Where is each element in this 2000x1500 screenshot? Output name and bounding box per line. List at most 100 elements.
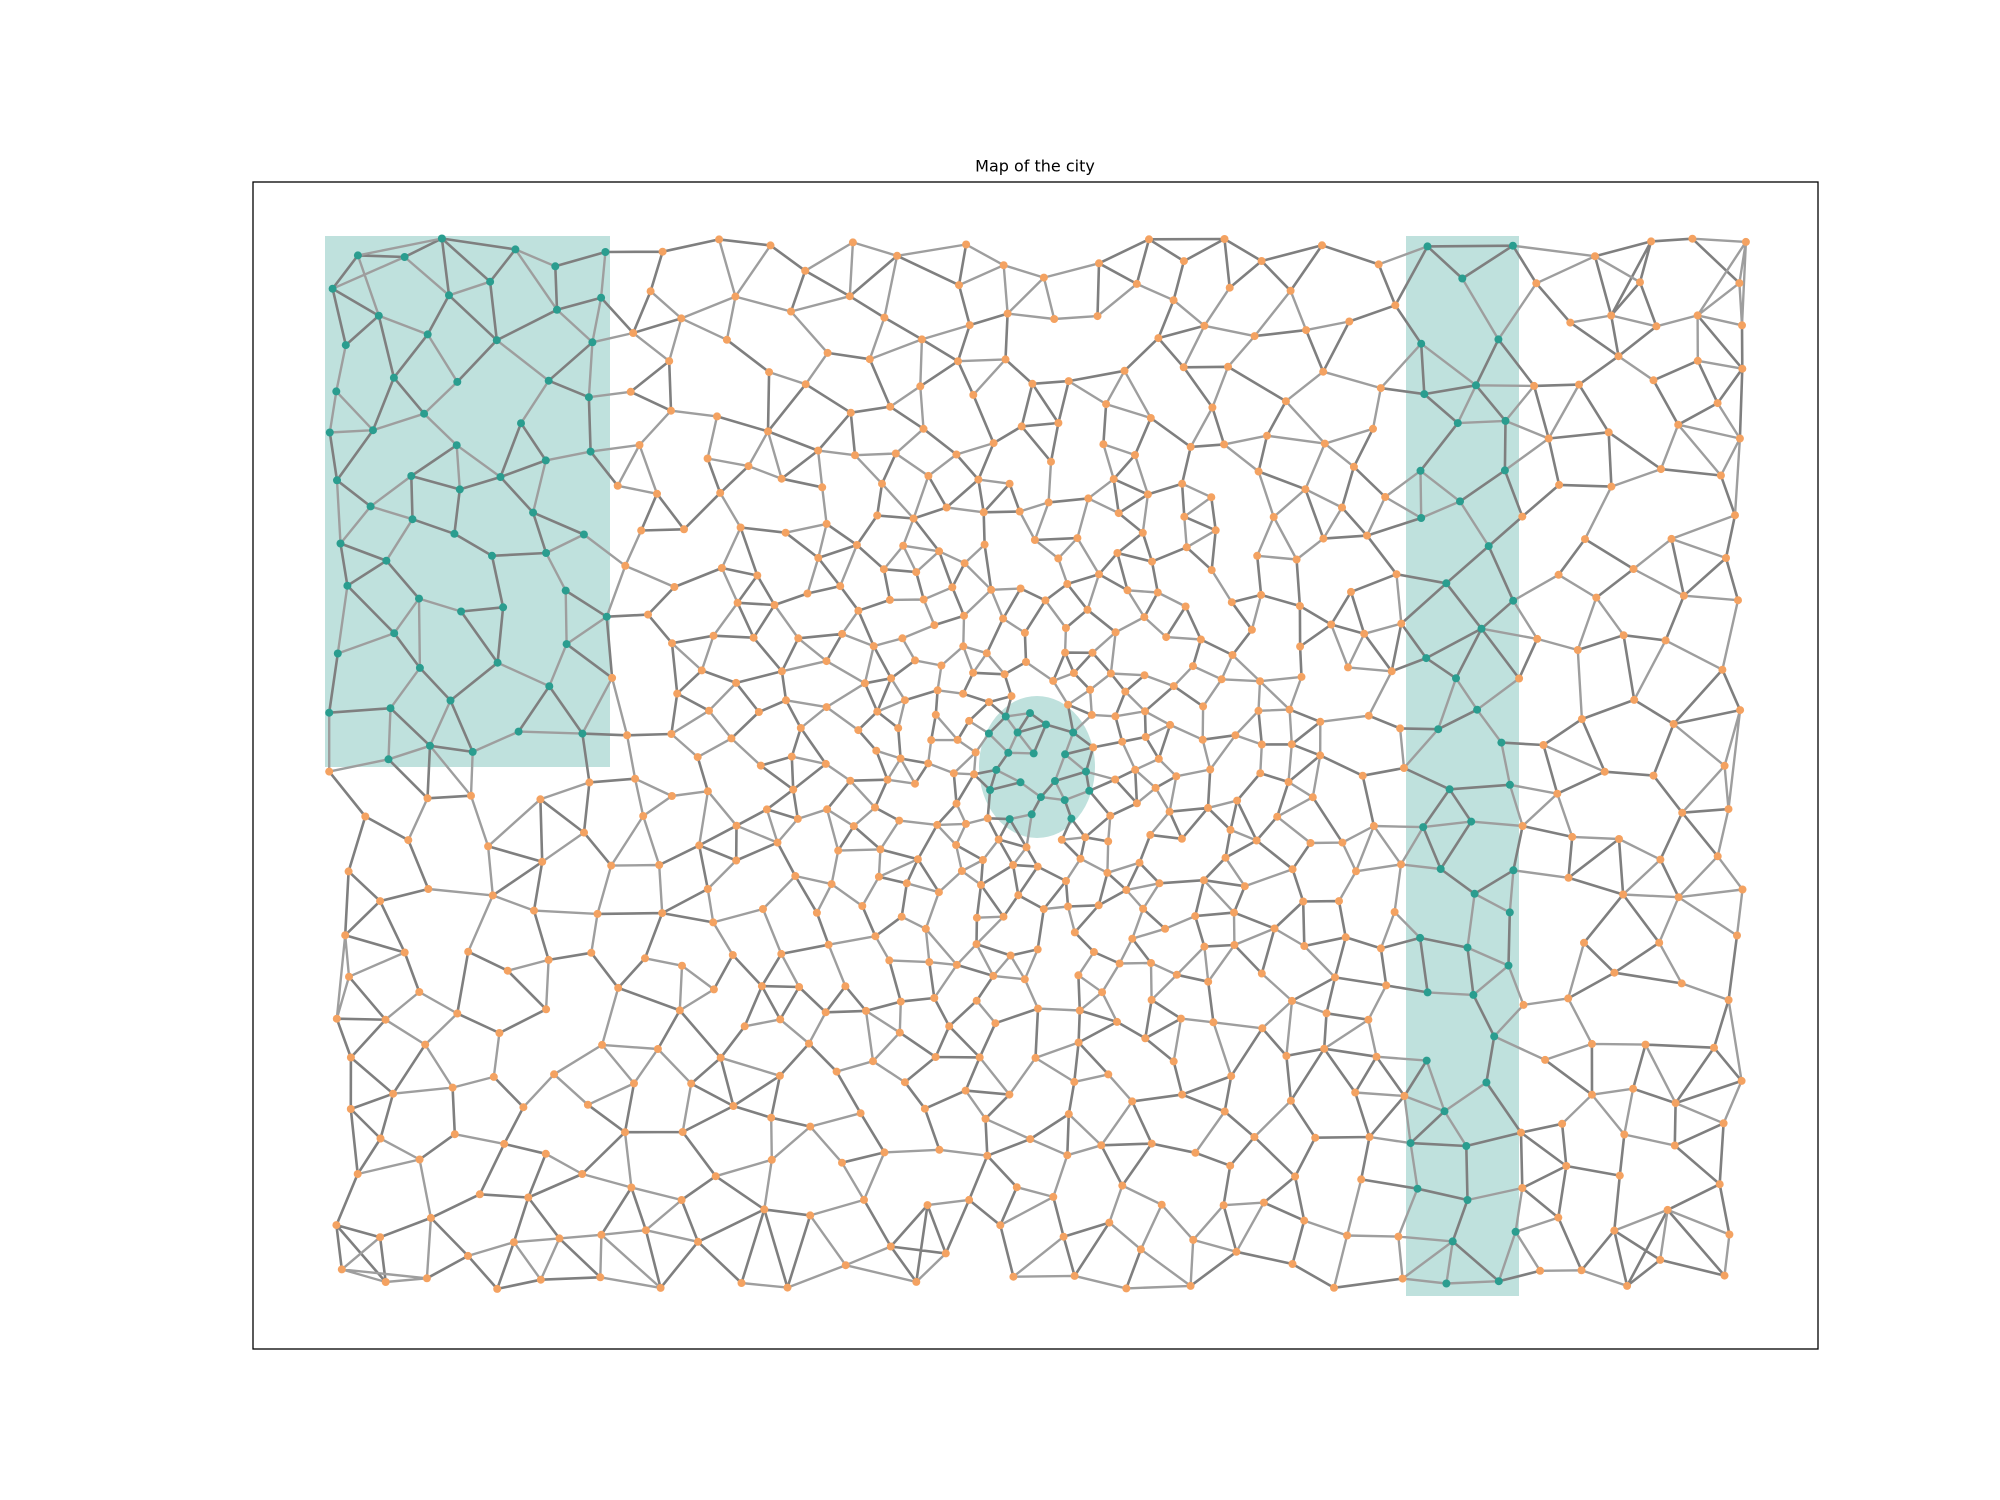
intersection (1153, 588, 1162, 597)
intersection (596, 1273, 605, 1282)
intersection (1341, 933, 1350, 942)
intersection (670, 583, 679, 591)
intersection (983, 1151, 992, 1160)
intersection (783, 1283, 792, 1292)
intersection (767, 1155, 776, 1164)
intersection (500, 1139, 509, 1148)
intersection (1128, 934, 1137, 943)
intersection (896, 997, 905, 1006)
intersection (1581, 535, 1589, 544)
intersection (886, 402, 895, 411)
intersection (1656, 855, 1665, 864)
intersection (1027, 810, 1036, 819)
intersection (426, 741, 434, 750)
intersection (838, 1158, 846, 1167)
intersection (1291, 1172, 1300, 1181)
intersection (1500, 466, 1509, 475)
intersection (1089, 948, 1098, 956)
intersection (1442, 1279, 1451, 1288)
intersection (1049, 1192, 1058, 1201)
intersection (1319, 534, 1328, 543)
intersection (376, 1233, 385, 1242)
intersection (834, 846, 843, 855)
intersection (369, 426, 377, 435)
intersection (814, 446, 823, 455)
intersection (754, 708, 763, 716)
intersection (1189, 662, 1197, 671)
intersection (1095, 259, 1103, 268)
intersection (1482, 1078, 1491, 1087)
intersection (1394, 1232, 1403, 1241)
intersection (1220, 440, 1229, 449)
intersection (1555, 480, 1564, 489)
intersection (1022, 658, 1030, 666)
intersection (703, 454, 712, 463)
intersection (756, 761, 765, 770)
intersection (895, 1028, 904, 1037)
intersection (715, 235, 724, 244)
intersection (1562, 1162, 1571, 1170)
intersection (1147, 1139, 1156, 1148)
intersection (1620, 1130, 1629, 1139)
intersection (1227, 1072, 1236, 1081)
intersection (1636, 278, 1644, 287)
intersection (381, 1015, 390, 1024)
intersection (1141, 707, 1149, 716)
intersection (818, 483, 827, 492)
intersection (1467, 817, 1476, 826)
intersection (1177, 834, 1186, 843)
intersection (1718, 665, 1727, 674)
intersection (961, 1086, 970, 1095)
intersection (1143, 490, 1152, 499)
intersection (801, 380, 810, 389)
intersection (561, 586, 570, 595)
intersection (1220, 1107, 1229, 1116)
intersection (1014, 891, 1023, 900)
intersection (1472, 381, 1480, 390)
intersection (912, 1277, 921, 1286)
intersection (913, 855, 922, 864)
intersection (1320, 439, 1329, 448)
intersection (934, 888, 943, 897)
intersection (1200, 942, 1209, 951)
intersection (1064, 700, 1072, 709)
intersection (764, 427, 772, 436)
intersection (415, 988, 424, 996)
intersection (374, 311, 383, 320)
intersection (887, 674, 896, 683)
intersection (1057, 835, 1066, 844)
intersection (1554, 1213, 1563, 1222)
intersection (1083, 605, 1092, 614)
intersection (1263, 431, 1271, 440)
intersection (974, 475, 983, 484)
intersection (733, 598, 742, 607)
intersection (1099, 440, 1108, 449)
intersection (1518, 512, 1527, 521)
intersection (621, 561, 630, 570)
intersection (653, 1045, 662, 1053)
intersection (803, 589, 812, 598)
intersection (488, 891, 497, 900)
intersection (728, 951, 737, 959)
intersection (760, 1205, 769, 1214)
intersection (937, 661, 946, 670)
intersection (1351, 1088, 1360, 1097)
intersection (1132, 279, 1141, 288)
intersection (948, 583, 957, 592)
intersection (1146, 414, 1155, 422)
intersection (1012, 1183, 1021, 1192)
intersection (1030, 536, 1039, 544)
intersection (953, 735, 962, 744)
intersection (328, 284, 337, 293)
intersection (1392, 570, 1401, 579)
intersection (1737, 1076, 1746, 1085)
intersection (578, 729, 587, 738)
intersection (1074, 971, 1083, 980)
intersection (1536, 1266, 1545, 1275)
intersection (1671, 1099, 1680, 1108)
intersection (593, 909, 602, 918)
intersection (1357, 1175, 1366, 1184)
intersection (629, 329, 638, 337)
intersection (637, 526, 646, 535)
intersection (782, 696, 790, 705)
